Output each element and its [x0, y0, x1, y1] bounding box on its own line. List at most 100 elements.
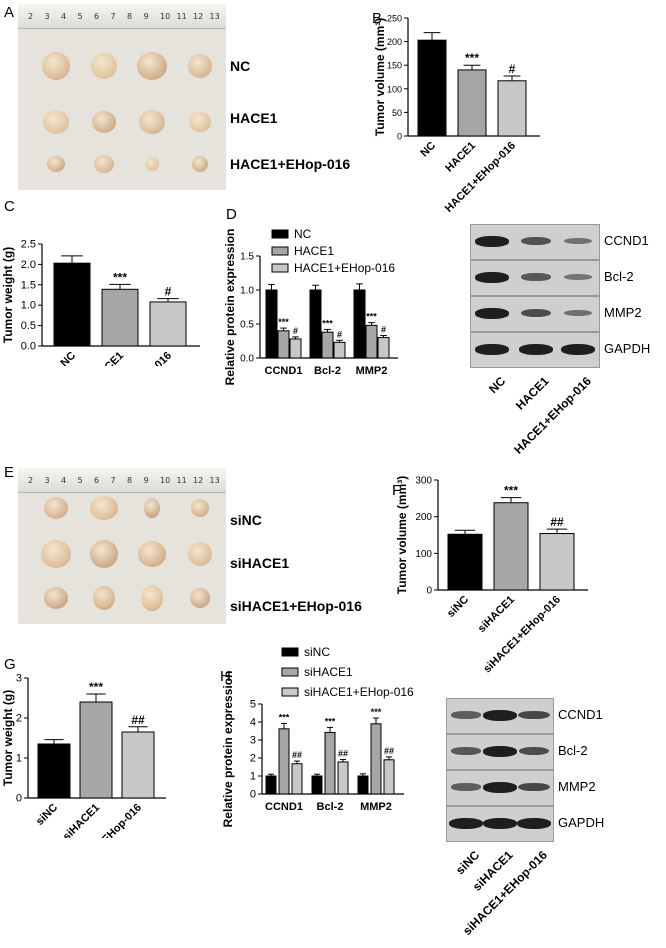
- y-tick-label: 50: [392, 108, 402, 118]
- panel-label-g: G: [4, 656, 16, 673]
- blot-protein-label: GAPDH: [604, 341, 651, 356]
- ruler-number: 4: [61, 476, 67, 485]
- significance-mark: #: [293, 326, 298, 336]
- legend-swatch: [271, 263, 289, 273]
- blot-band: [475, 271, 509, 283]
- blot-lane-label: siNC: [452, 848, 482, 878]
- bar-ccnd1: [277, 330, 290, 359]
- legend-label: siHACE1+EHop-016: [304, 685, 414, 699]
- tumor-sample: [44, 587, 68, 609]
- tumor-photo-e: 2 3 4 5 6 7 8 9 10 11 12 13: [18, 468, 226, 624]
- ruler-number: 6: [94, 12, 100, 21]
- ruler-number: 7: [110, 12, 116, 21]
- ruler-number: 6: [94, 476, 100, 485]
- x-tick-label: CCND1: [265, 365, 303, 377]
- significance-mark: #: [381, 325, 386, 335]
- blot-band: [520, 236, 552, 246]
- bar-sihace1: [79, 701, 113, 799]
- legend-swatch: [271, 229, 289, 239]
- tumor-sample: [44, 497, 68, 519]
- blot-protein-label: CCND1: [604, 233, 649, 248]
- legend-label: siHACE1: [304, 665, 353, 679]
- blot-band: [451, 711, 481, 719]
- y-tick-label: 0: [16, 793, 22, 805]
- blot-band: [563, 237, 593, 245]
- blot-protein-label: MMP2: [558, 779, 596, 794]
- y-tick-label: 0.0: [21, 341, 36, 353]
- tumor-sample: [41, 540, 71, 568]
- x-tick-label: HACE1: [91, 350, 126, 366]
- panel-label-b: B: [372, 10, 383, 27]
- blot-band: [483, 745, 517, 757]
- blot-band: [518, 782, 550, 792]
- western-blot-h: CCND1 Bcl-2 MMP2 GAPDH siNC siHACE1 siHACE1+EH…: [446, 698, 650, 944]
- y-axis-label: Tumor volume (mm³): [373, 18, 387, 136]
- y-axis-label: Relative protein expression: [223, 229, 237, 386]
- panel-label-h: H: [220, 668, 231, 685]
- tumor-sample: [141, 585, 163, 611]
- x-tick-label: NC: [418, 140, 438, 160]
- significance-mark: ***: [278, 317, 289, 327]
- bar-bcl-2: [309, 289, 322, 359]
- bar-hace1: [457, 69, 487, 137]
- panel-label-e: E: [4, 464, 15, 481]
- blot-band: [564, 273, 592, 281]
- y-tick-label: 200: [387, 37, 402, 47]
- x-tick-label: Bcl-2: [317, 801, 344, 813]
- x-tick-label: CCND1: [265, 801, 303, 813]
- x-tick-label: Bcl-2: [314, 365, 341, 377]
- tumor-sample: [139, 110, 165, 134]
- x-tick-label: siNC: [34, 802, 60, 828]
- blot-band: [518, 710, 550, 720]
- photo-a-row-label-hace1: HACE1: [230, 110, 278, 126]
- y-tick-label: 2.0: [21, 259, 36, 271]
- bar-sinc: [447, 533, 483, 591]
- legend-swatch: [271, 246, 289, 256]
- ruler-number: 3: [44, 12, 50, 21]
- blot-protein-label: CCND1: [558, 707, 603, 722]
- ruler-number: 4: [61, 12, 67, 21]
- y-tick-label: 0: [250, 789, 256, 801]
- ruler-number: 3: [44, 476, 50, 485]
- y-tick-label: 2.5: [21, 239, 36, 251]
- x-tick-label: siNC: [445, 594, 471, 620]
- blot-band: [475, 235, 509, 247]
- blot-band: [519, 343, 553, 355]
- tumor-sample: [191, 499, 209, 517]
- ruler-number: 9: [143, 476, 149, 485]
- y-tick-label: 200: [415, 512, 432, 523]
- significance-mark: ##: [550, 515, 564, 529]
- y-tick-label: 100: [387, 84, 402, 94]
- legend-label: HACE1: [294, 244, 334, 258]
- significance-mark: #: [337, 329, 342, 339]
- photo-a-row-label-hace1-ehop: HACE1+EHop-016: [230, 156, 351, 172]
- photo-e-row-label-sinc: siNC: [230, 512, 262, 528]
- blot-lane-label: HACE1+EHop-016: [511, 374, 594, 457]
- bar-sihace1-ehop-016: [121, 731, 155, 799]
- bar-bcl-2: [324, 731, 336, 795]
- legend-label: siNC: [304, 645, 330, 659]
- y-tick-label: 3: [16, 673, 22, 685]
- significance-mark: ***: [465, 51, 479, 65]
- bar-ccnd1: [291, 763, 303, 795]
- y-tick-label: 0.5: [21, 320, 36, 332]
- y-tick-label: 100: [415, 549, 432, 560]
- blot-band: [517, 817, 551, 829]
- blot-band: [520, 308, 552, 318]
- blot-band: [483, 709, 517, 721]
- y-tick-label: 4: [250, 717, 256, 729]
- ruler-number: 2: [28, 476, 34, 485]
- y-tick-label: 1: [16, 753, 22, 765]
- blot-protein-label: Bcl-2: [604, 269, 634, 284]
- panel-label-f: F: [392, 482, 402, 499]
- blot-band: [451, 747, 481, 755]
- chart-c-tumor-weight: 0.0 0.5 1.0 1.5 2.0 2.5 Tumor weight (g) NC *** H…: [1, 239, 200, 366]
- ruler-number: 7: [110, 476, 116, 485]
- bar-ccnd1: [289, 338, 302, 359]
- y-tick-label: 1.5: [21, 279, 36, 291]
- bar-bcl-2: [311, 775, 323, 795]
- ruler-number: 13: [209, 12, 220, 21]
- panel-label-c: C: [4, 198, 15, 215]
- y-axis-label: Tumor volume (mm³): [395, 476, 409, 594]
